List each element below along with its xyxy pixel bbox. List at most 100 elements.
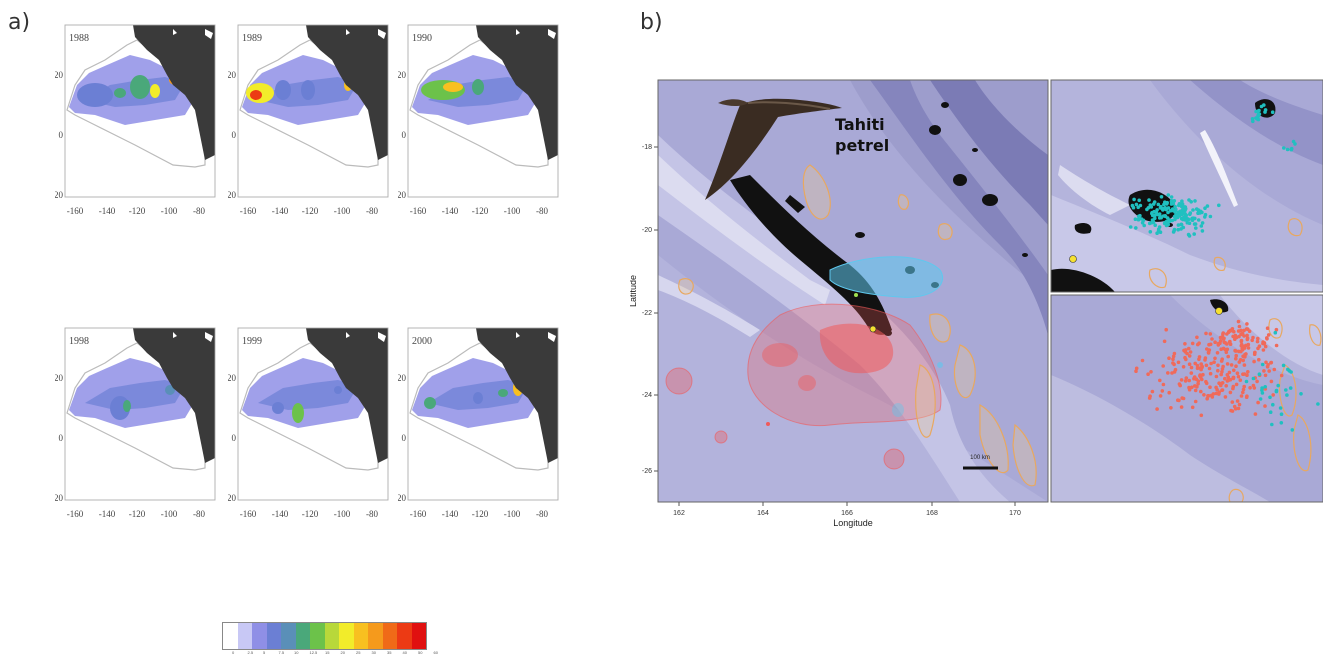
tracking-point	[1268, 395, 1272, 400]
tracking-point	[1183, 355, 1187, 360]
tracking-point	[1251, 119, 1255, 124]
tracking-point	[1260, 362, 1265, 367]
y-axis-label: Latitude	[630, 275, 638, 307]
tracking-point	[1253, 412, 1258, 416]
tracking-point	[1226, 354, 1230, 359]
tracking-point	[1176, 223, 1181, 227]
tracking-point	[1270, 422, 1274, 427]
tracking-point	[1234, 349, 1238, 353]
tracking-point	[1184, 376, 1189, 380]
tracking-point	[1223, 395, 1228, 399]
y-tick-label: -22	[642, 310, 652, 317]
legend-swatch	[368, 623, 383, 649]
tracking-point	[1208, 214, 1213, 219]
tracking-point	[1241, 358, 1245, 363]
y-tick: 20	[398, 70, 407, 80]
tracking-point	[1181, 365, 1186, 369]
x-tick: -140	[442, 206, 459, 216]
x-tick: -120	[472, 509, 489, 519]
tracking-point	[1142, 223, 1146, 228]
tracking-point	[1183, 218, 1188, 222]
tracking-point	[1222, 336, 1226, 341]
x-tick: -160	[240, 509, 257, 519]
x-tick-label: 170	[1009, 510, 1021, 517]
tracking-point	[1229, 408, 1233, 413]
y-tick: 0	[402, 130, 407, 140]
tracking-point	[1285, 393, 1289, 397]
tracking-point	[1216, 341, 1221, 346]
legend-swatch	[339, 623, 354, 649]
tracking-point	[1238, 378, 1243, 383]
tracking-point	[1272, 367, 1277, 372]
legend-swatch	[324, 623, 339, 649]
year-label-2000: 2000	[412, 336, 432, 347]
tracking-point	[1185, 220, 1190, 225]
tracking-point	[1274, 327, 1279, 332]
tracking-point	[1138, 203, 1143, 208]
tracking-point	[1165, 202, 1169, 206]
tracking-point	[1195, 366, 1200, 371]
tracking-point	[1149, 205, 1154, 209]
tracking-point	[1219, 347, 1223, 352]
tracking-point	[1208, 371, 1213, 376]
tracking-point	[1180, 209, 1184, 213]
tracking-point	[1180, 199, 1184, 203]
tracking-point	[1198, 366, 1203, 370]
tracking-point	[1269, 360, 1274, 365]
tracking-point	[1257, 357, 1261, 362]
x-tick: -80	[366, 509, 378, 519]
tracking-point	[1231, 386, 1235, 391]
year-label-1990: 1990	[412, 33, 432, 44]
tracking-point	[1265, 326, 1270, 330]
tracking-point	[1134, 366, 1139, 371]
tracking-point	[1179, 222, 1184, 227]
x-tick: -100	[161, 206, 178, 216]
tracking-point	[1235, 371, 1240, 376]
tracking-point	[1226, 378, 1231, 383]
tracking-point	[1166, 206, 1171, 210]
minimap-1988: 1988 20 0 -20 -160 -140 -120 -100 -80	[55, 24, 216, 216]
tracking-point	[1230, 400, 1235, 404]
tracking-point	[1263, 108, 1268, 112]
tracking-point	[1200, 229, 1205, 233]
tracking-point	[1245, 337, 1250, 342]
legend-tick: 20	[340, 650, 345, 655]
x-axis-ticks: 162 164 166 168 170	[673, 502, 1021, 517]
y-tick: -20	[228, 190, 236, 200]
tracking-point	[1224, 350, 1229, 355]
panel-b-label: b)	[640, 10, 663, 35]
tracking-point	[1210, 337, 1214, 341]
tracking-point	[1270, 110, 1275, 114]
tracking-point	[1271, 393, 1275, 397]
tracking-point	[1156, 227, 1161, 232]
tracking-point	[1225, 362, 1230, 366]
tracking-point	[1260, 388, 1264, 393]
tracking-point	[1289, 370, 1293, 374]
tracking-point	[1195, 385, 1199, 389]
x-tick: -100	[504, 206, 521, 216]
tracking-point	[1245, 333, 1249, 338]
legend-tick: 15	[325, 650, 330, 655]
tracking-point	[1147, 198, 1151, 202]
tracking-point	[1153, 216, 1157, 221]
tracking-point	[1239, 339, 1244, 344]
legend-swatch	[353, 623, 368, 649]
tracking-point	[1170, 208, 1174, 213]
tracking-point	[1193, 388, 1198, 393]
tracking-point	[1199, 413, 1204, 418]
tracking-point	[1173, 209, 1177, 214]
tracking-point	[1179, 405, 1184, 409]
tracking-point	[1131, 205, 1136, 210]
tracking-point	[1187, 387, 1192, 392]
minimap-1990: 1990 20 0 -20 -160 -140 -120 -100 -80	[398, 24, 559, 216]
tracking-point	[1224, 384, 1228, 388]
tracking-point	[1271, 402, 1275, 407]
y-tick-label: -24	[642, 392, 652, 399]
tracking-point	[1155, 407, 1159, 411]
tracking-point	[1242, 363, 1247, 367]
tracking-point	[1240, 347, 1244, 351]
y-tick: -20	[228, 493, 236, 503]
tracking-point	[1263, 404, 1267, 408]
tracking-point	[1161, 382, 1166, 387]
x-tick: -100	[334, 206, 351, 216]
